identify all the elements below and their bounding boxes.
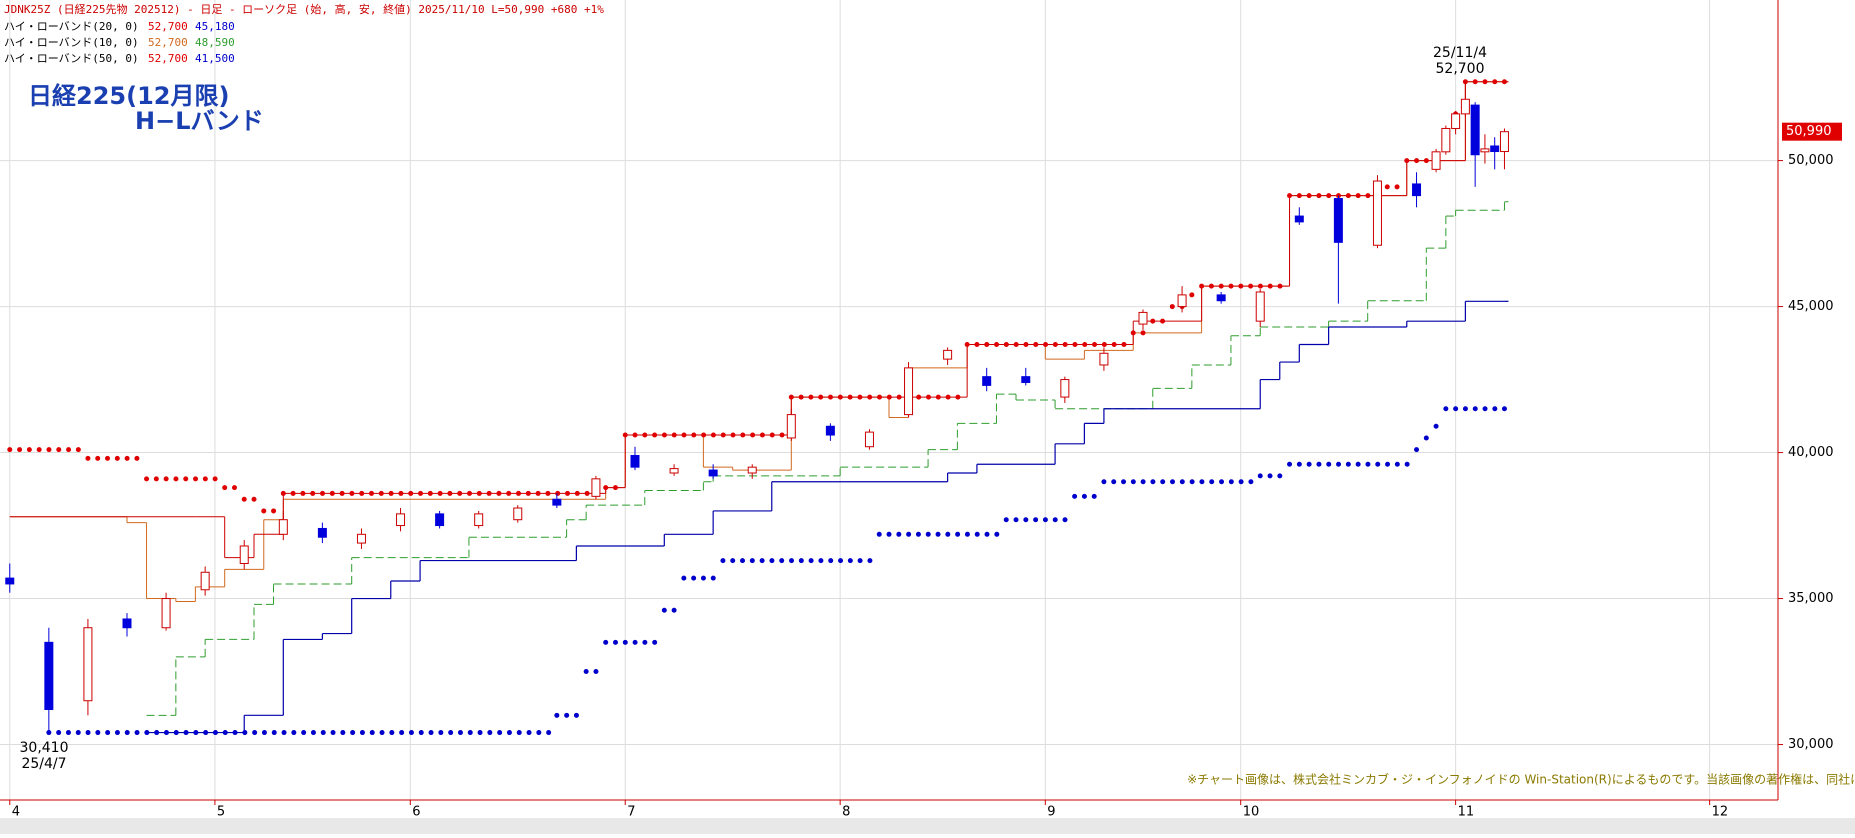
low-date: 25/4/7	[21, 756, 66, 772]
candle-body	[552, 498, 562, 506]
copyright-note: ※チャート画像は、株式会社ミンカブ・ジ・インフォノイドの Win-Station…	[1187, 772, 1855, 787]
legend-low: 41,500	[195, 52, 235, 65]
header: JDNK25Z (日経225先物 202512) - 日足 - ローソク足 (始…	[4, 2, 604, 16]
candle-body	[864, 431, 874, 448]
candle-body	[1138, 311, 1148, 325]
candle-body	[591, 478, 601, 497]
x-tick-label: 12	[1712, 805, 1729, 820]
candle-body	[1333, 198, 1343, 243]
candle-body	[630, 454, 640, 468]
high-value: 52,700	[1436, 61, 1485, 77]
legend-name: ハイ・ローバンド(10, 0)	[4, 36, 139, 49]
legend-high: 52,700	[148, 20, 188, 33]
candle-body	[1216, 294, 1226, 302]
x-tick-label: 4	[12, 805, 20, 820]
legend-low: 45,180	[195, 20, 235, 33]
price-tag-label: 50,990	[1786, 124, 1832, 139]
y-tick-label: 35,000	[1788, 591, 1834, 606]
candle-body	[1060, 379, 1070, 398]
candle-body	[708, 469, 718, 477]
legend-high: 52,700	[148, 52, 188, 65]
candle-body	[1372, 180, 1382, 246]
candle-body	[1480, 148, 1490, 153]
low-value: 30,410	[20, 740, 69, 756]
legend-high: 52,700	[148, 36, 188, 49]
legend-low: 48,590	[195, 36, 235, 49]
candle-body	[1177, 294, 1187, 308]
candle-body	[982, 376, 992, 386]
candle-body	[5, 577, 15, 585]
candle-body	[943, 349, 953, 360]
candle-body	[1460, 98, 1470, 115]
x-tick-label: 5	[217, 805, 225, 820]
candle-body	[356, 533, 366, 544]
overlay-title: 日経225(12月限)	[28, 82, 229, 110]
candle-body	[474, 513, 484, 527]
candle-body	[513, 507, 523, 521]
candle-body	[1490, 145, 1500, 153]
y-tick-label: 45,000	[1788, 299, 1834, 314]
x-tick-label: 9	[1047, 805, 1055, 820]
scrollbar	[0, 818, 1855, 834]
candle-body	[1441, 127, 1451, 153]
candle-body	[1451, 113, 1461, 129]
x-tick-label: 6	[412, 805, 420, 820]
x-tick-label: 8	[842, 805, 850, 820]
candle-body	[44, 641, 54, 710]
candle-body	[786, 414, 796, 439]
x-tick-label: 10	[1243, 805, 1260, 820]
overlay-subtitle: H−Lバンド	[135, 107, 264, 135]
legend-name: ハイ・ローバンド(50, 0)	[4, 52, 139, 65]
candle-body	[1470, 104, 1480, 156]
candle-body	[825, 425, 835, 436]
candle-body	[278, 519, 288, 535]
high-date: 25/11/4	[1433, 45, 1487, 61]
candle-body	[1021, 376, 1031, 383]
candle-body	[435, 513, 445, 527]
candle-body	[1294, 215, 1304, 223]
y-tick-label: 50,000	[1788, 153, 1834, 168]
candle-body	[747, 466, 757, 474]
candle-body	[239, 545, 249, 565]
legend-name: ハイ・ローバンド(20, 0)	[4, 20, 139, 33]
candle-body	[1499, 131, 1509, 153]
candle-body	[83, 627, 93, 702]
y-tick-label: 30,000	[1788, 737, 1834, 752]
candle-body	[669, 468, 679, 474]
candle-body	[1255, 291, 1265, 322]
candle-body	[1412, 183, 1422, 197]
candle-body	[161, 598, 171, 629]
candle-body	[904, 367, 914, 416]
x-tick-label: 11	[1458, 805, 1475, 820]
candle-body	[1431, 151, 1441, 170]
candle-body	[200, 571, 210, 591]
y-tick-label: 40,000	[1788, 445, 1834, 460]
candle-body	[122, 618, 132, 629]
candle-body	[396, 513, 406, 527]
candle-body	[317, 527, 327, 538]
price-tag	[1782, 122, 1842, 141]
candle-body	[1099, 352, 1109, 366]
x-tick-label: 7	[627, 805, 635, 820]
